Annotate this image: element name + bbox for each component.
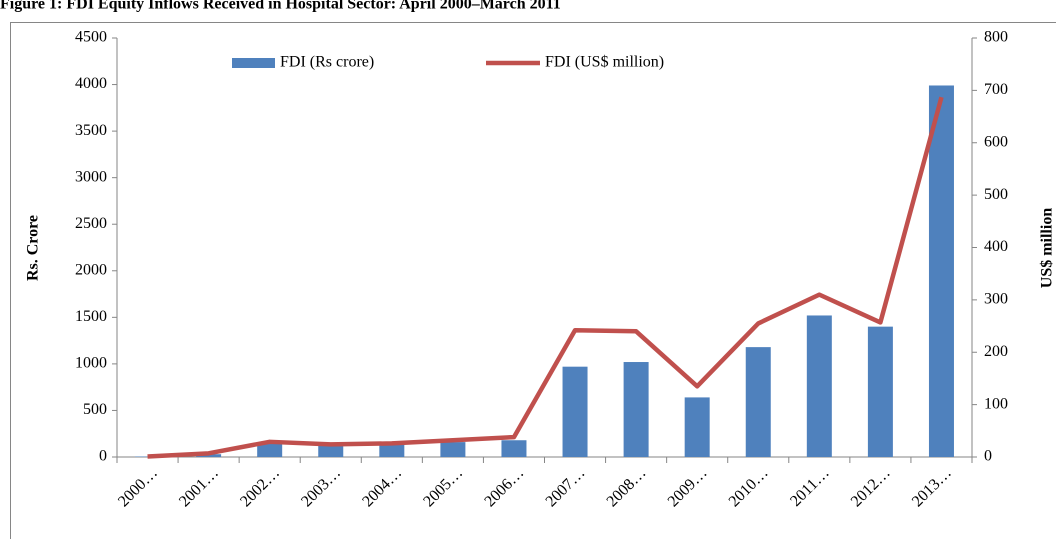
y2-tick-label: 0 [984, 448, 992, 465]
y-tick-label: 2000 [75, 261, 107, 278]
x-tick-label: 2003… [298, 464, 344, 510]
bar [867, 326, 893, 457]
bar [196, 454, 222, 457]
bar [623, 362, 649, 457]
y-tick-label: 500 [83, 401, 107, 418]
chart-title: Figure 1: FDI Equity Inflows Received in… [0, 0, 561, 13]
bar [440, 442, 466, 457]
x-tick-label: 2013… [909, 464, 955, 510]
x-tick-label: 2011… [787, 464, 833, 510]
y-tick-label: 1500 [75, 308, 107, 325]
bar [257, 442, 283, 457]
x-tick-label: 2009… [665, 464, 711, 510]
x-tick-label: 2006… [481, 464, 527, 510]
y2-tick-label: 400 [984, 238, 1008, 255]
line [147, 96, 944, 459]
bar [745, 347, 771, 457]
bar [806, 315, 832, 457]
y-axis-label: Rs. Crore [25, 215, 42, 281]
bar [684, 397, 710, 457]
bar [562, 366, 588, 457]
y-tick-label: 4000 [75, 75, 107, 92]
x-tick-label: 2002… [237, 464, 283, 510]
x-tick-label: 2001… [176, 464, 222, 510]
y2-tick-label: 600 [984, 133, 1008, 150]
bar [928, 85, 954, 457]
y-tick-label: 0 [99, 448, 107, 465]
x-tick-label: 2005… [420, 464, 466, 510]
y2-tick-label: 300 [984, 291, 1008, 308]
legend-swatch [232, 58, 275, 68]
bar [501, 440, 527, 457]
x-tick-label: 2008… [604, 464, 650, 510]
x-tick-label: 2007… [542, 464, 588, 510]
bar [379, 443, 405, 457]
y-tick-label: 2500 [75, 215, 107, 232]
y2-tick-label: 700 [984, 81, 1008, 98]
legend-label: FDI (Rs crore) [280, 54, 374, 71]
y2-tick-label: 200 [984, 343, 1008, 360]
x-tick-label: 2000… [115, 464, 161, 510]
legend-label: FDI (US$ million) [545, 54, 664, 71]
y2-tick-label: 100 [984, 395, 1008, 412]
chart-frame [10, 22, 1056, 539]
y-tick-label: 3500 [75, 122, 107, 139]
x-tick-label: 2004… [359, 464, 405, 510]
y-tick-label: 3000 [75, 168, 107, 185]
y2-tick-label: 500 [984, 186, 1008, 203]
x-tick-label: 2010… [726, 464, 772, 510]
y2-tick-label: 800 [984, 29, 1008, 46]
y-tick-label: 1000 [75, 355, 107, 372]
y2-axis-label: US$ million [1039, 208, 1056, 289]
bar [318, 444, 344, 457]
x-tick-label: 2012… [848, 464, 894, 510]
y-tick-label: 4500 [75, 29, 107, 46]
